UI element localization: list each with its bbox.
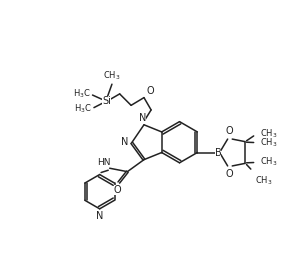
- Text: CH$_3$: CH$_3$: [260, 137, 277, 149]
- Text: O: O: [225, 126, 233, 136]
- Text: B: B: [215, 147, 221, 158]
- Text: HN: HN: [97, 158, 110, 167]
- Text: Si: Si: [102, 96, 111, 106]
- Text: CH$_3$: CH$_3$: [260, 127, 277, 140]
- Text: H$_3$C: H$_3$C: [73, 88, 91, 100]
- Text: O: O: [225, 169, 233, 179]
- Text: N: N: [139, 113, 146, 123]
- Text: O: O: [114, 185, 121, 195]
- Text: N: N: [120, 137, 128, 147]
- Text: N: N: [96, 211, 103, 221]
- Text: H$_3$C: H$_3$C: [74, 102, 92, 115]
- Text: O: O: [147, 86, 155, 96]
- Text: CH$_3$: CH$_3$: [255, 174, 272, 187]
- Text: CH$_3$: CH$_3$: [103, 70, 121, 82]
- Text: CH$_3$: CH$_3$: [260, 156, 277, 168]
